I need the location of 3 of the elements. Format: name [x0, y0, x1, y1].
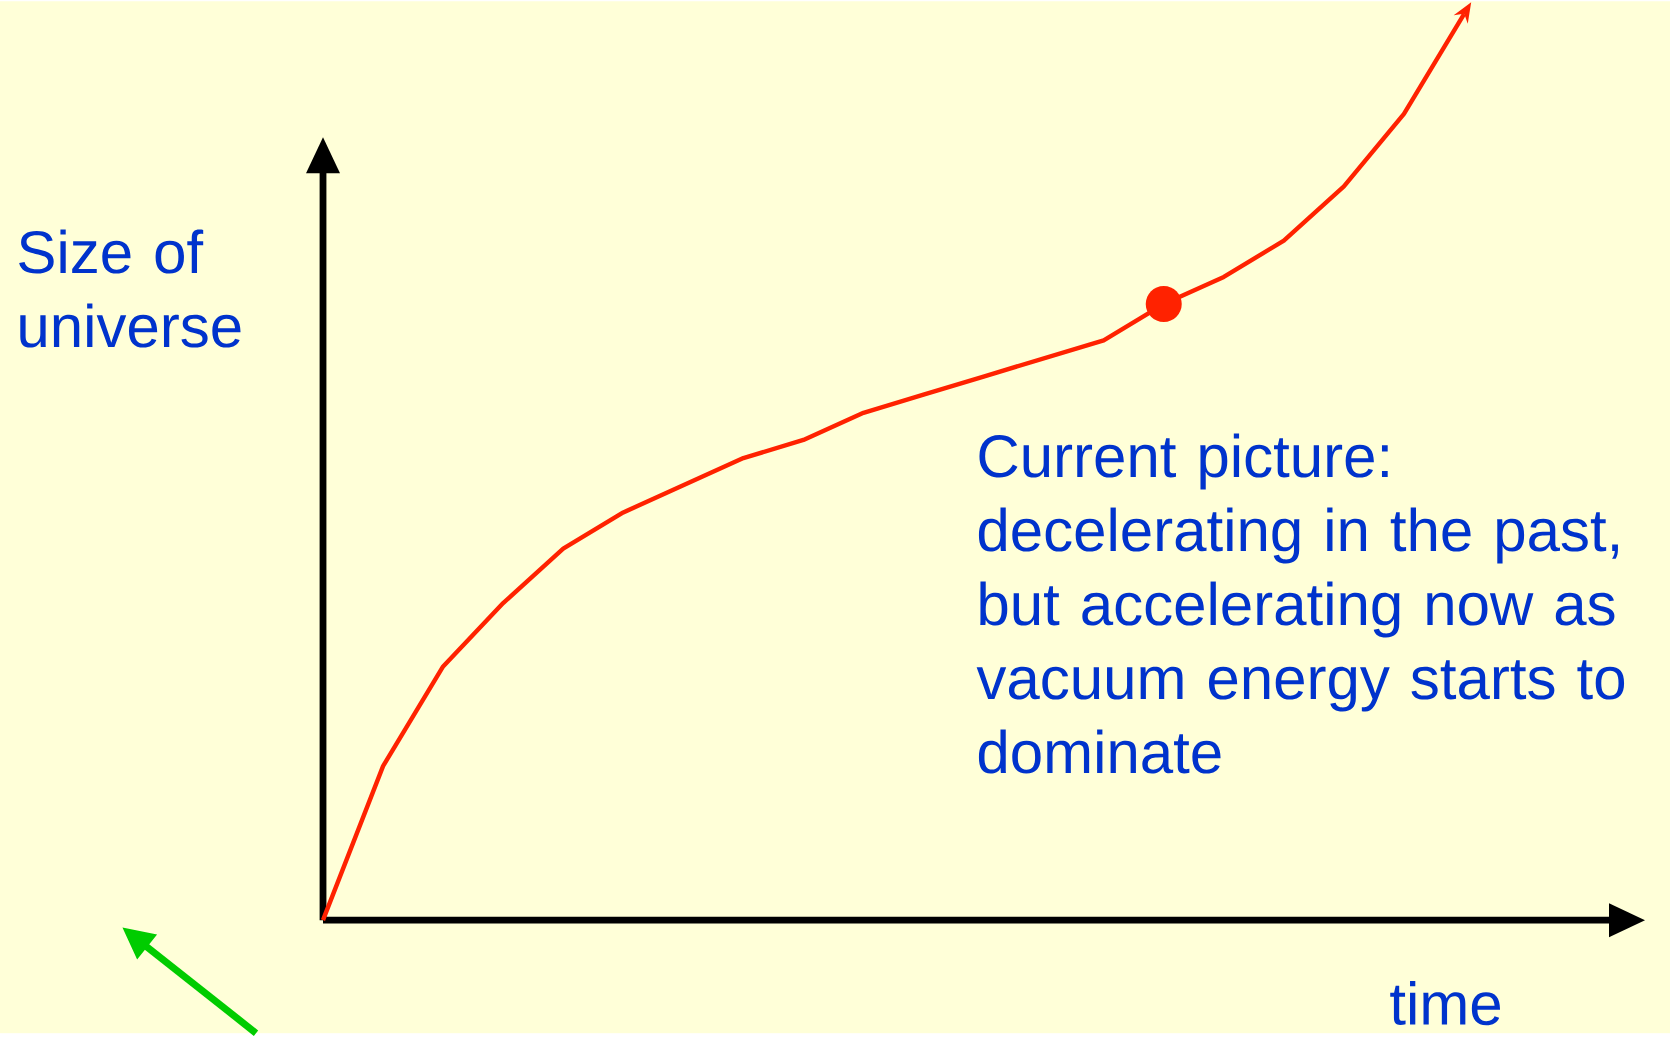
annotation: Current picture: decelerating in the past, but accelerating now as vacuum energy starts to dominate — [976, 433, 1625, 774]
y-axis-title: Size of universe — [19, 229, 241, 348]
x-axis-title: time — [1390, 981, 1501, 1026]
